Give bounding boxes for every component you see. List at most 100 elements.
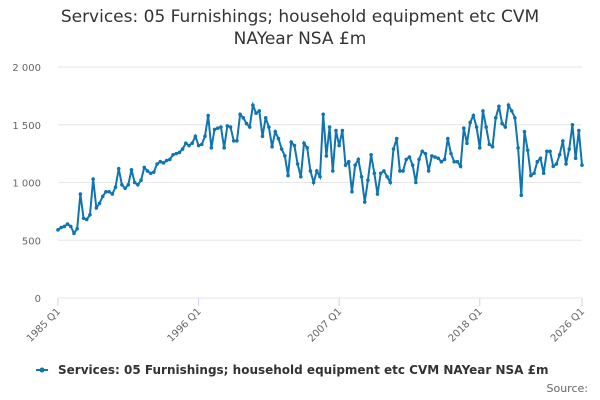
x-tick-label: 2018 Q1	[447, 306, 485, 344]
data-point	[260, 134, 265, 139]
data-point	[254, 111, 258, 115]
data-point	[356, 157, 361, 162]
data-point	[152, 170, 156, 174]
data-point	[286, 173, 290, 178]
data-point	[532, 171, 536, 176]
data-point	[541, 171, 546, 176]
data-point	[362, 200, 367, 204]
data-point	[346, 159, 351, 164]
data-point	[104, 189, 108, 194]
data-point	[490, 144, 495, 149]
data-point	[442, 157, 447, 162]
data-point	[497, 104, 501, 109]
data-point	[353, 163, 357, 167]
data-point	[359, 174, 364, 179]
data-point	[458, 164, 463, 169]
data-point	[580, 163, 584, 167]
data-point	[577, 128, 581, 133]
data-point	[174, 151, 179, 156]
data-point	[219, 125, 223, 129]
data-point	[509, 109, 514, 113]
data-point	[516, 146, 520, 150]
data-point	[238, 112, 242, 117]
data-point	[557, 152, 562, 157]
data-point	[72, 231, 76, 236]
chart-title: Services: 05 Furnishings; household equi…	[60, 7, 540, 49]
data-point	[545, 149, 549, 154]
data-point	[88, 213, 92, 217]
data-point	[567, 147, 572, 151]
data-point	[420, 149, 425, 154]
x-tick-label: 2026 Q1	[549, 306, 587, 344]
data-point	[318, 174, 322, 179]
data-point	[209, 146, 214, 150]
data-point	[455, 159, 460, 164]
data-point	[324, 154, 329, 158]
data-point	[235, 139, 239, 143]
data-point	[295, 162, 300, 166]
data-point	[426, 169, 431, 173]
data-point	[337, 143, 341, 148]
data-point	[433, 155, 437, 159]
data-point	[452, 159, 456, 164]
data-point	[439, 159, 444, 164]
data-point	[305, 146, 310, 150]
data-point	[289, 140, 294, 144]
data-point	[94, 206, 99, 210]
data-point	[343, 163, 348, 167]
data-point	[126, 183, 131, 187]
data-point	[225, 124, 230, 128]
data-point	[302, 141, 306, 146]
data-point	[398, 169, 402, 173]
data-point	[378, 171, 383, 176]
data-point	[65, 222, 70, 226]
data-point	[484, 125, 488, 129]
data-point	[417, 157, 421, 162]
data-point	[206, 113, 210, 118]
data-point	[391, 147, 396, 151]
data-point	[500, 121, 504, 126]
data-point	[199, 142, 204, 147]
data-point	[267, 125, 271, 129]
data-point	[158, 159, 163, 164]
data-point	[187, 143, 191, 148]
data-point	[372, 171, 377, 176]
data-point	[570, 122, 575, 127]
data-point	[382, 169, 386, 173]
legend-marker	[39, 367, 45, 373]
data-point	[180, 147, 185, 151]
data-point	[369, 152, 373, 157]
data-point	[222, 146, 226, 150]
data-point	[503, 125, 508, 129]
data-point	[142, 165, 147, 170]
legend-label[interactable]: Services: 05 Furnishings; household equi…	[58, 363, 549, 377]
data-point	[276, 136, 281, 141]
data-point	[120, 183, 124, 187]
data-point	[62, 224, 67, 229]
data-point	[100, 194, 105, 199]
y-tick-label: 1 000	[12, 179, 41, 190]
data-point	[168, 157, 172, 162]
data-point	[81, 216, 86, 221]
data-point	[84, 217, 89, 222]
data-point	[251, 103, 255, 107]
data-point	[257, 109, 262, 113]
data-point	[196, 143, 201, 148]
data-point	[330, 169, 335, 173]
data-point	[171, 152, 175, 157]
data-point	[110, 192, 115, 196]
data-point	[474, 125, 479, 129]
data-point	[468, 120, 472, 125]
data-point	[299, 174, 303, 179]
data-point	[161, 161, 166, 165]
data-point	[465, 141, 469, 146]
data-point	[404, 157, 409, 162]
data-point	[228, 125, 233, 129]
data-point	[375, 192, 380, 196]
data-point	[263, 116, 268, 120]
data-point	[334, 128, 338, 133]
data-point	[423, 151, 428, 156]
data-point	[107, 189, 111, 194]
data-point	[244, 121, 249, 126]
